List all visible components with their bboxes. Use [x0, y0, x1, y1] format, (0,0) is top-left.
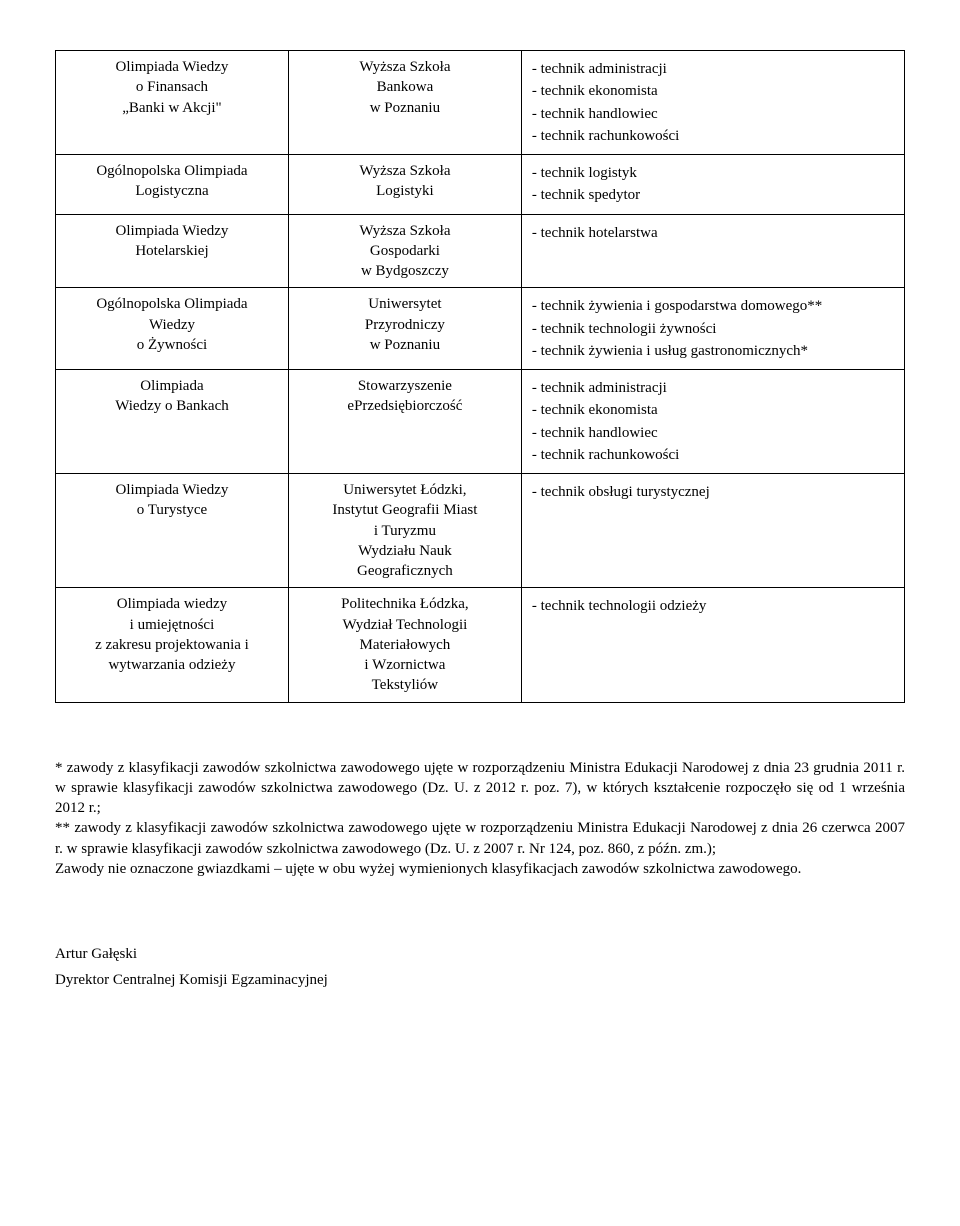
- organizer-cell: Wyższa SzkołaBankowaw Poznaniu: [288, 51, 521, 155]
- signature-block: Artur Gałęski Dyrektor Centralnej Komisj…: [55, 944, 905, 991]
- olympiad-name-cell: Ogólnopolska OlimpiadaWiedzyo Żywności: [56, 288, 289, 370]
- olympiad-name-cell: Olimpiada Wiedzyo Turystyce: [56, 474, 289, 588]
- organizer-cell: Wyższa SzkołaGospodarkiw Bydgoszczy: [288, 214, 521, 288]
- table-row: Olimpiada Wiedzyo Finansach„Banki w Akcj…: [56, 51, 905, 155]
- professions-cell: - technik obsługi turystycznej: [521, 474, 904, 588]
- professions-cell: - technik logistyk- technik spedytor: [521, 155, 904, 215]
- olympiad-name-cell: Olimpiada wiedzyi umiejętnościz zakresu …: [56, 588, 289, 702]
- professions-cell: - technik technologii odzieży: [521, 588, 904, 702]
- professions-cell: - technik żywienia i gospodarstwa domowe…: [521, 288, 904, 370]
- olympiad-name-cell: OlimpiadaWiedzy o Bankach: [56, 370, 289, 474]
- footnote-1: * zawody z klasyfikacji zawodów szkolnic…: [55, 760, 905, 817]
- organizer-cell: Uniwersytet Łódzki,Instytut Geografii Mi…: [288, 474, 521, 588]
- footnote-2: ** zawody z klasyfikacji zawodów szkolni…: [55, 820, 905, 856]
- table-row: Olimpiada wiedzyi umiejętnościz zakresu …: [56, 588, 905, 702]
- table-row: Ogólnopolska OlimpiadaWiedzyo ŻywnościUn…: [56, 288, 905, 370]
- table-row: Ogólnopolska OlimpiadaLogistycznaWyższa …: [56, 155, 905, 215]
- organizer-cell: UniwersytetPrzyrodniczyw Poznaniu: [288, 288, 521, 370]
- signature-name: Artur Gałęski: [55, 944, 905, 964]
- olympiad-name-cell: Ogólnopolska OlimpiadaLogistyczna: [56, 155, 289, 215]
- signature-title: Dyrektor Centralnej Komisji Egzaminacyjn…: [55, 970, 905, 990]
- footnotes: * zawody z klasyfikacji zawodów szkolnic…: [55, 758, 905, 880]
- table-row: OlimpiadaWiedzy o BankachStowarzyszeniee…: [56, 370, 905, 474]
- olympiad-table: Olimpiada Wiedzyo Finansach„Banki w Akcj…: [55, 50, 905, 703]
- table-row: Olimpiada WiedzyHotelarskiejWyższa Szkoł…: [56, 214, 905, 288]
- olympiad-name-cell: Olimpiada Wiedzyo Finansach„Banki w Akcj…: [56, 51, 289, 155]
- olympiad-name-cell: Olimpiada WiedzyHotelarskiej: [56, 214, 289, 288]
- organizer-cell: Wyższa SzkołaLogistyki: [288, 155, 521, 215]
- professions-cell: - technik administracji- technik ekonomi…: [521, 51, 904, 155]
- organizer-cell: Politechnika Łódzka,Wydział TechnologiiM…: [288, 588, 521, 702]
- table-row: Olimpiada Wiedzyo TurystyceUniwersytet Ł…: [56, 474, 905, 588]
- footnote-3: Zawody nie oznaczone gwiazdkami – ujęte …: [55, 861, 801, 877]
- organizer-cell: StowarzyszenieePrzedsiębiorczość: [288, 370, 521, 474]
- professions-cell: - technik administracji- technik ekonomi…: [521, 370, 904, 474]
- professions-cell: - technik hotelarstwa: [521, 214, 904, 288]
